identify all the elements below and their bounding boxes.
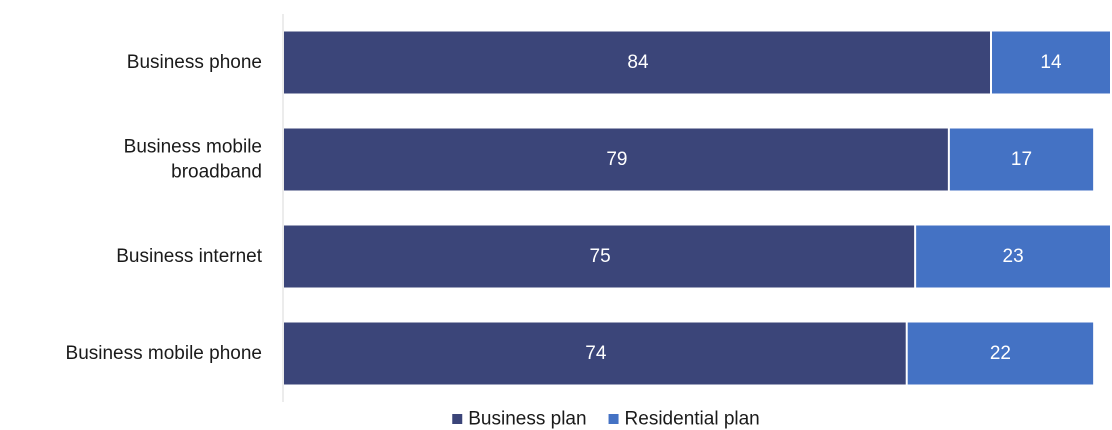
category-label: broadband <box>171 162 262 183</box>
bar-group <box>284 32 1110 385</box>
legend-label: Business plan <box>468 409 586 430</box>
legend: Business plan Residential plan <box>452 409 760 430</box>
data-label: 17 <box>1011 149 1032 170</box>
legend-swatch <box>452 414 462 424</box>
data-label: 22 <box>990 343 1011 364</box>
category-label: Business phone <box>127 52 262 73</box>
data-label: 79 <box>606 149 627 170</box>
data-label: 74 <box>585 343 607 364</box>
category-label: Business mobile phone <box>66 343 262 364</box>
data-label: 23 <box>1003 246 1024 267</box>
data-label: 75 <box>590 246 611 267</box>
category-label: Business mobile <box>124 137 262 158</box>
legend-label: Residential plan <box>625 409 760 430</box>
data-labels: 84 14 79 17 75 23 74 22 <box>585 52 1062 364</box>
legend-swatch <box>609 414 619 424</box>
data-label: 84 <box>627 52 649 73</box>
data-label: 14 <box>1040 52 1062 73</box>
category-label: Business internet <box>116 246 262 267</box>
category-labels: Business phone Business mobile broadband Bu… <box>66 52 263 364</box>
